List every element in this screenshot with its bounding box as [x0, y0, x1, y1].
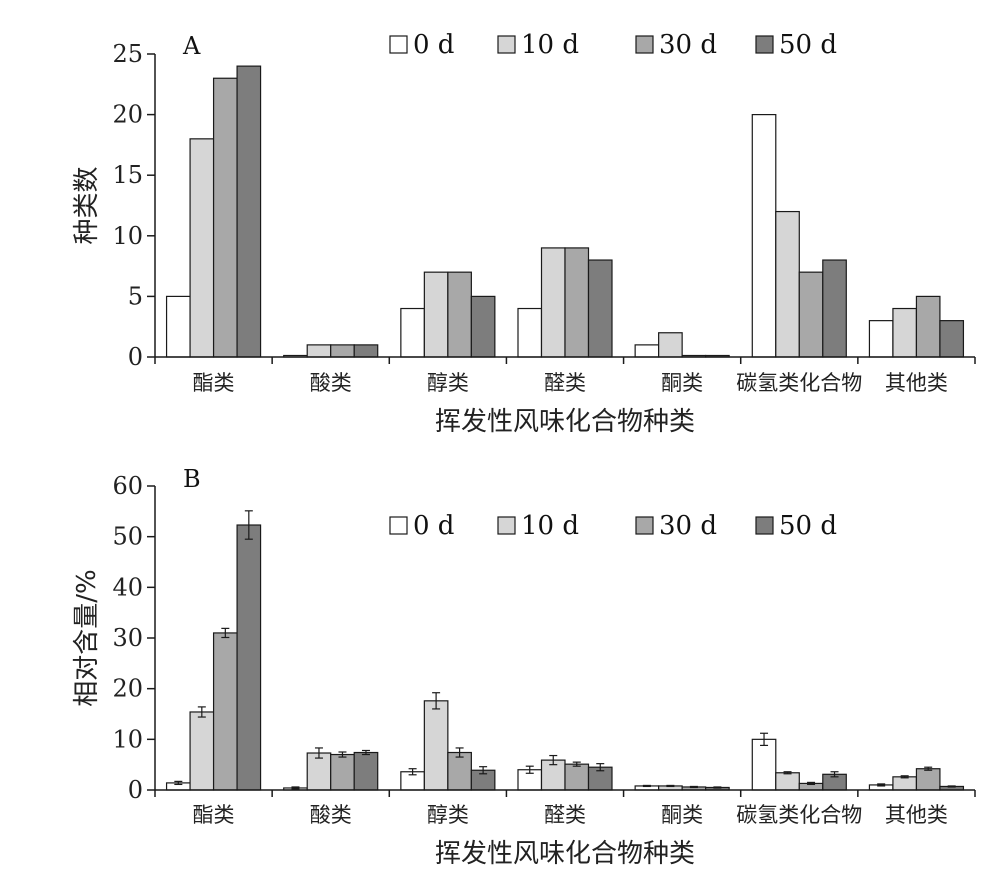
bar [751, 738, 777, 791]
x-tick-label: 醇类 [427, 803, 469, 827]
x-tick-label: 醛类 [544, 803, 586, 827]
bar [306, 344, 332, 358]
bar [330, 344, 355, 358]
legend-swatch [635, 35, 654, 54]
legend-label: 0 d [413, 511, 454, 541]
legend-swatch [497, 35, 516, 54]
x-tick-label: 醇类 [427, 371, 469, 395]
bar [212, 77, 238, 358]
bar [470, 295, 496, 358]
bar [447, 751, 472, 791]
bar [751, 113, 777, 358]
bar [540, 247, 566, 358]
bar [517, 307, 543, 358]
legend-swatch [389, 35, 408, 54]
y-tick-label: 20 [112, 675, 143, 703]
bar [892, 776, 918, 791]
bar [353, 344, 379, 358]
bar [822, 259, 847, 358]
y-tick-label: 20 [112, 101, 143, 129]
bar [658, 332, 683, 358]
panel-b: 0 10 20 30 40 50 60 酯类 酸类 醇类 醛类 酮类 碳氢类化合物 其他类挥发性风味化合物… [72, 465, 976, 869]
y-tick-label: 15 [112, 161, 143, 189]
y-tick-label: 30 [112, 624, 143, 652]
x-tick-label: 酯类 [193, 371, 235, 395]
legend-label: 50 d [779, 511, 837, 541]
y-axis-title: 种类数 [72, 166, 102, 244]
bar [564, 763, 590, 791]
x-tick-label: 碳氢类化合物 [736, 803, 862, 827]
bar [330, 753, 355, 791]
y-tick-label: 0 [128, 343, 143, 371]
legend-swatch [635, 516, 654, 535]
y-tick-label: 10 [112, 725, 143, 753]
bar [892, 307, 918, 358]
bar [447, 271, 472, 358]
x-tick-label: 醛类 [544, 371, 586, 395]
bar [236, 65, 262, 358]
bar [189, 138, 215, 358]
legend-swatch [755, 35, 774, 54]
x-tick-label: 酸类 [310, 803, 352, 827]
x-tick-label: 酸类 [310, 371, 352, 395]
y-axis-title: 相对含量/% [72, 569, 102, 706]
x-tick-label: 酮类 [661, 803, 703, 827]
bar [775, 772, 800, 791]
legend-label: 10 d [521, 511, 579, 541]
bar [775, 210, 800, 358]
y-tick-label: 60 [112, 472, 143, 500]
legend-swatch [497, 516, 516, 535]
x-tick-label: 碳氢类化合物 [736, 371, 862, 395]
bar [634, 344, 660, 358]
legend-swatch [389, 516, 408, 535]
bar [189, 711, 215, 791]
y-tick-label: 5 [128, 282, 143, 310]
x-tick-label: 酮类 [661, 371, 703, 395]
legend-label: 50 d [779, 30, 837, 60]
bar [587, 259, 613, 358]
y-tick-label: 0 [128, 776, 143, 804]
legend-label: 10 d [521, 30, 579, 60]
y-tick-label: 25 [112, 40, 143, 68]
x-axis-title: 挥发性风味化合物种类 [435, 407, 695, 437]
y-tick-label: 40 [112, 573, 143, 601]
panel-letter: B [183, 465, 201, 493]
y-tick-label: 50 [112, 523, 143, 551]
legend-label: 0 d [413, 30, 454, 60]
bar [353, 751, 379, 791]
panel-letter: A [182, 32, 201, 60]
x-tick-label: 其他类 [885, 803, 948, 827]
x-tick-label: 酯类 [193, 803, 235, 827]
x-tick-label: 其他类 [885, 371, 948, 395]
y-tick-label: 10 [112, 222, 143, 250]
legend-swatch [755, 516, 774, 535]
legend-label: 30 d [659, 511, 717, 541]
bar [400, 307, 425, 358]
bar [423, 700, 449, 791]
bar [915, 295, 941, 358]
legend-label: 30 d [659, 30, 717, 60]
x-axis-title: 挥发性风味化合物种类 [435, 839, 695, 869]
bar [236, 524, 262, 791]
bar [868, 320, 894, 358]
bar [423, 271, 449, 358]
bar [212, 632, 238, 791]
bar [915, 768, 941, 791]
bar [939, 320, 965, 358]
bar [165, 295, 191, 358]
bar [798, 271, 824, 358]
bar [564, 247, 590, 358]
